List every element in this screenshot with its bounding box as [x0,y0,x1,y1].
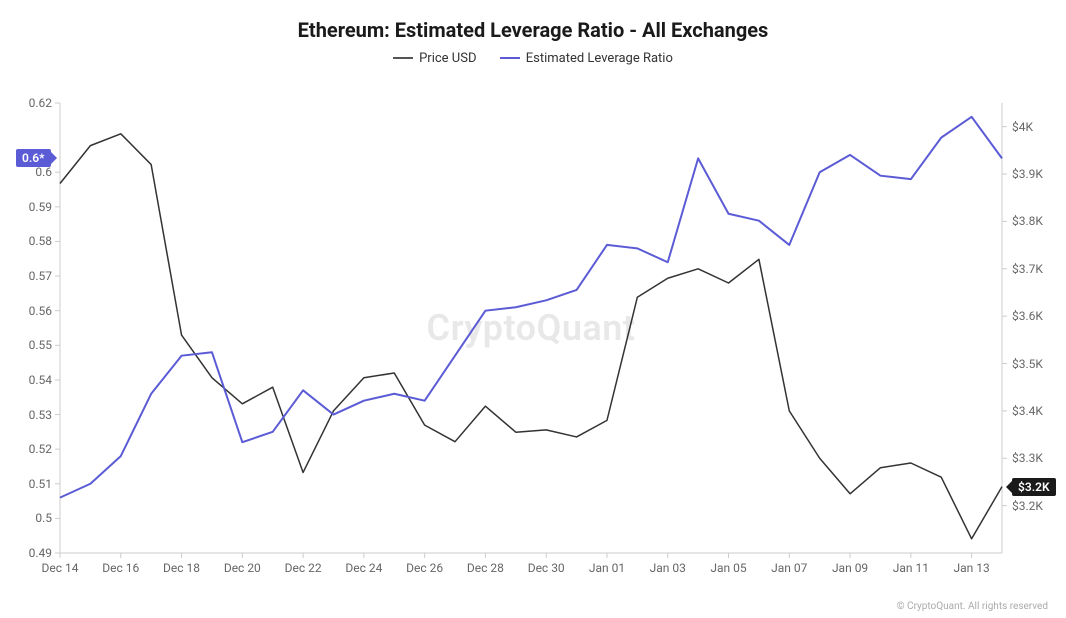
footer-copyright: © CryptoQuant. All rights reserved [897,601,1048,612]
current-value-badge-leverage: 0.6* [16,149,51,167]
chart-svg [0,18,1066,618]
series-price [60,134,1002,539]
current-value-badge-price: $3.2K [1012,478,1056,496]
series-leverage [60,117,1002,498]
chart-area: 0.490.50.510.520.530.540.550.560.570.580… [0,18,1066,618]
